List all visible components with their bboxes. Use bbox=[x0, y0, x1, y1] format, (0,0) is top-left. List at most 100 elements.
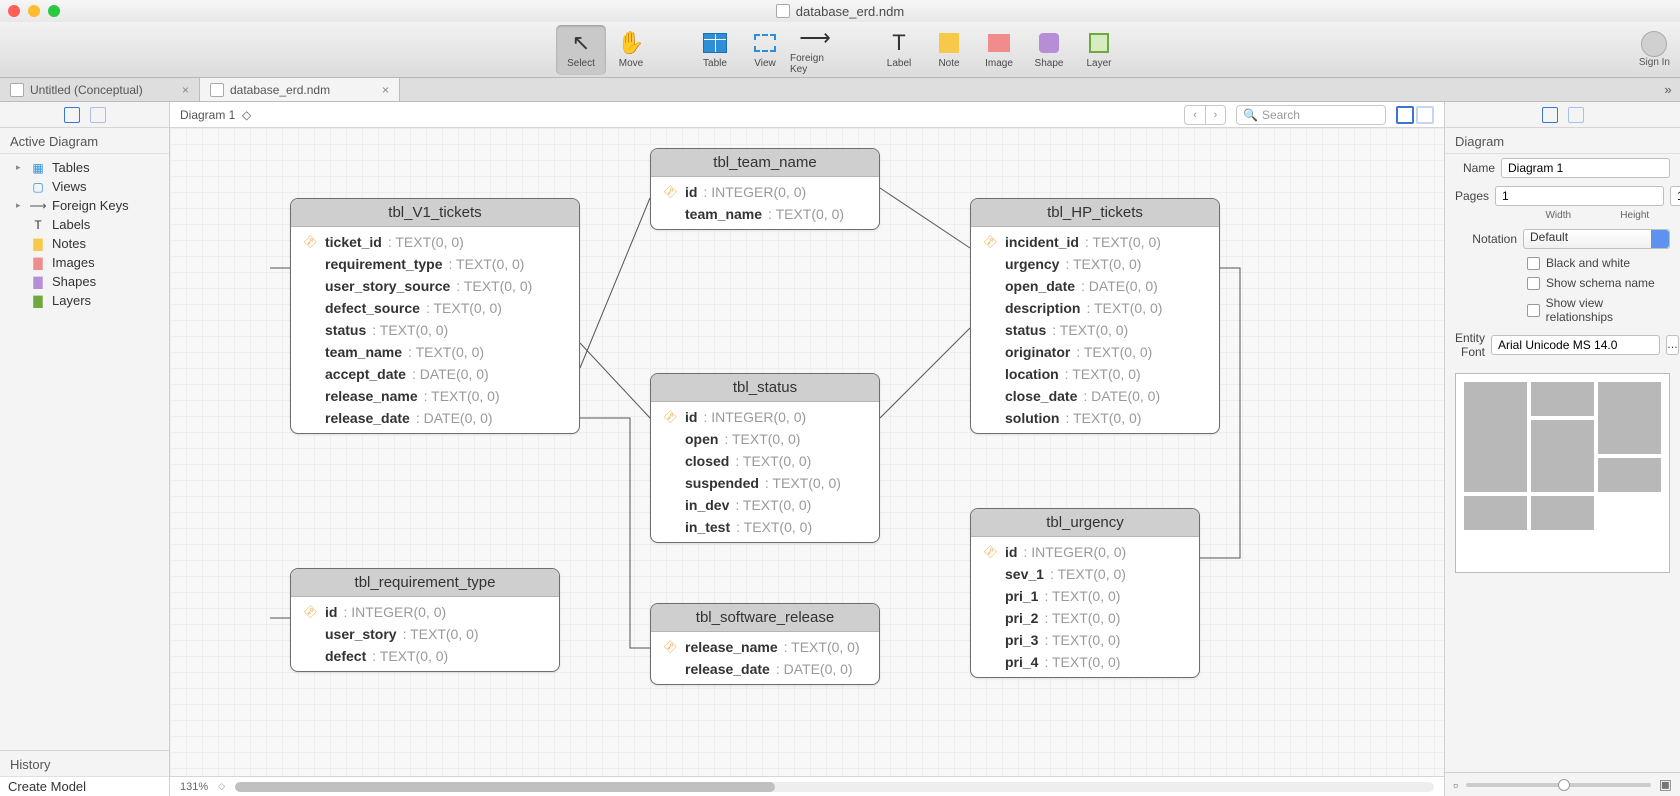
column-type: : DATE(0, 0) bbox=[776, 661, 853, 677]
entity-tbl_requirement_type[interactable]: tbl_requirement_type⚿id: INTEGER(0, 0)us… bbox=[290, 568, 560, 672]
column-row[interactable]: ⚿incident_id: TEXT(0, 0) bbox=[971, 231, 1219, 253]
column-row[interactable]: open_date: DATE(0, 0) bbox=[971, 275, 1219, 297]
right-sidebar-view-switch[interactable] bbox=[1445, 102, 1680, 128]
column-row[interactable]: location: TEXT(0, 0) bbox=[971, 363, 1219, 385]
diagram-canvas[interactable]: tbl_V1_tickets⚿ticket_id: TEXT(0, 0)requ… bbox=[170, 128, 1444, 776]
column-row[interactable]: accept_date: DATE(0, 0) bbox=[291, 363, 579, 385]
left-sidebar-view-switch[interactable] bbox=[0, 102, 169, 128]
tool-label[interactable]: TLabel bbox=[874, 25, 924, 75]
tool-note[interactable]: Note bbox=[924, 25, 974, 75]
search-input[interactable]: 🔍 Search bbox=[1236, 105, 1386, 125]
column-row[interactable]: defect: TEXT(0, 0) bbox=[291, 645, 559, 667]
tree-item-shapes[interactable]: ▇Shapes bbox=[0, 272, 169, 291]
column-row[interactable]: pri_1: TEXT(0, 0) bbox=[971, 585, 1199, 607]
tree-item-icon: ▢ bbox=[30, 180, 46, 194]
entity-tbl_software_release[interactable]: tbl_software_release⚿release_name: TEXT(… bbox=[650, 603, 880, 685]
column-row[interactable]: status: TEXT(0, 0) bbox=[291, 319, 579, 341]
entity-tbl_status[interactable]: tbl_status⚿id: INTEGER(0, 0)open: TEXT(0… bbox=[650, 373, 880, 543]
tree-item-labels[interactable]: TLabels bbox=[0, 215, 169, 234]
tree-item-layers[interactable]: ▇Layers bbox=[0, 291, 169, 310]
column-row[interactable]: defect_source: TEXT(0, 0) bbox=[291, 297, 579, 319]
column-row[interactable]: closed: TEXT(0, 0) bbox=[651, 450, 879, 472]
pages-width-input[interactable] bbox=[1495, 186, 1664, 206]
tool-move[interactable]: ✋Move bbox=[606, 25, 656, 75]
column-type: : TEXT(0, 0) bbox=[424, 388, 500, 404]
column-row[interactable]: release_date: DATE(0, 0) bbox=[291, 407, 579, 429]
tool-table[interactable]: Table bbox=[690, 25, 740, 75]
column-row[interactable]: team_name: TEXT(0, 0) bbox=[291, 341, 579, 363]
tool-fk[interactable]: ⟶Foreign Key bbox=[790, 25, 840, 75]
column-row[interactable]: open: TEXT(0, 0) bbox=[651, 428, 879, 450]
entity-tbl_urgency[interactable]: tbl_urgency⚿id: INTEGER(0, 0)sev_1: TEXT… bbox=[970, 508, 1200, 678]
column-row[interactable]: close_date: DATE(0, 0) bbox=[971, 385, 1219, 407]
tree-item-foreign-keys[interactable]: ▸⟶Foreign Keys bbox=[0, 196, 169, 215]
column-row[interactable]: ⚿id: INTEGER(0, 0) bbox=[971, 541, 1199, 563]
tabs-overflow-button[interactable]: » bbox=[1656, 78, 1680, 101]
history-item[interactable]: Create Model bbox=[0, 777, 169, 796]
panel-layout-toggle[interactable] bbox=[1396, 106, 1434, 124]
column-row[interactable]: ⚿id: INTEGER(0, 0) bbox=[651, 406, 879, 428]
column-row[interactable]: ⚿id: INTEGER(0, 0) bbox=[651, 181, 879, 203]
tool-shape[interactable]: Shape bbox=[1024, 25, 1074, 75]
column-row[interactable]: team_name: TEXT(0, 0) bbox=[651, 203, 879, 225]
minimap-zoom[interactable]: ▫ ▣ bbox=[1445, 772, 1680, 796]
forward-icon[interactable]: › bbox=[1205, 106, 1225, 124]
entity-tbl_V1_tickets[interactable]: tbl_V1_tickets⚿ticket_id: TEXT(0, 0)requ… bbox=[290, 198, 580, 434]
checkbox-show-view-relationships[interactable]: Show view relationships bbox=[1445, 293, 1680, 327]
column-row[interactable]: user_story_source: TEXT(0, 0) bbox=[291, 275, 579, 297]
minimap[interactable] bbox=[1455, 373, 1670, 573]
entity-tbl_HP_tickets[interactable]: tbl_HP_tickets⚿incident_id: TEXT(0, 0)ur… bbox=[970, 198, 1220, 434]
tree-item-notes[interactable]: ▇Notes bbox=[0, 234, 169, 253]
entity-font-input[interactable] bbox=[1491, 335, 1660, 355]
column-row[interactable]: release_name: TEXT(0, 0) bbox=[291, 385, 579, 407]
entity-tbl_team_name[interactable]: tbl_team_name⚿id: INTEGER(0, 0)team_name… bbox=[650, 148, 880, 230]
zoom-in-icon[interactable]: ▣ bbox=[1659, 776, 1672, 793]
objects-view-icon bbox=[64, 107, 80, 123]
column-row[interactable]: urgency: TEXT(0, 0) bbox=[971, 253, 1219, 275]
column-row[interactable]: in_test: TEXT(0, 0) bbox=[651, 516, 879, 538]
column-row[interactable]: pri_4: TEXT(0, 0) bbox=[971, 651, 1199, 673]
column-row[interactable]: release_date: DATE(0, 0) bbox=[651, 658, 879, 680]
back-icon[interactable]: ‹ bbox=[1185, 106, 1205, 124]
column-row[interactable]: description: TEXT(0, 0) bbox=[971, 297, 1219, 319]
tree-item-images[interactable]: ▇Images bbox=[0, 253, 169, 272]
column-row[interactable]: ⚿release_name: TEXT(0, 0) bbox=[651, 636, 879, 658]
column-row[interactable]: ⚿id: INTEGER(0, 0) bbox=[291, 601, 559, 623]
column-row[interactable]: pri_3: TEXT(0, 0) bbox=[971, 629, 1199, 651]
tool-view[interactable]: View bbox=[740, 25, 790, 75]
tool-layer[interactable]: Layer bbox=[1074, 25, 1124, 75]
column-row[interactable]: sev_1: TEXT(0, 0) bbox=[971, 563, 1199, 585]
tool-select[interactable]: ↖Select bbox=[556, 25, 606, 75]
tool-image[interactable]: Image bbox=[974, 25, 1024, 75]
h-scrollbar[interactable] bbox=[235, 782, 1434, 792]
column-type: : TEXT(0, 0) bbox=[426, 300, 502, 316]
close-tab-icon[interactable]: × bbox=[182, 83, 189, 97]
diagram-name-input[interactable] bbox=[1501, 158, 1670, 178]
document-tab[interactable]: database_erd.ndm× bbox=[200, 78, 400, 101]
column-row[interactable]: user_story: TEXT(0, 0) bbox=[291, 623, 559, 645]
document-tab[interactable]: Untitled (Conceptual)× bbox=[0, 78, 200, 101]
pages-height-input[interactable] bbox=[1670, 186, 1680, 206]
checkbox-icon bbox=[1527, 257, 1540, 270]
nav-back-forward[interactable]: ‹ › bbox=[1184, 105, 1226, 125]
tree-item-views[interactable]: ▢Views bbox=[0, 177, 169, 196]
close-tab-icon[interactable]: × bbox=[382, 83, 389, 97]
tree-item-tables[interactable]: ▸▦Tables bbox=[0, 158, 169, 177]
zoom-out-icon[interactable]: ▫ bbox=[1453, 777, 1458, 793]
column-row[interactable]: ⚿ticket_id: TEXT(0, 0) bbox=[291, 231, 579, 253]
column-row[interactable]: pri_2: TEXT(0, 0) bbox=[971, 607, 1199, 629]
column-row[interactable]: originator: TEXT(0, 0) bbox=[971, 341, 1219, 363]
notation-select[interactable]: Default bbox=[1523, 229, 1670, 249]
layout-right-icon bbox=[1416, 106, 1434, 124]
signin-button[interactable]: Sign In bbox=[1639, 31, 1670, 68]
column-row[interactable]: solution: TEXT(0, 0) bbox=[971, 407, 1219, 429]
column-row[interactable]: requirement_type: TEXT(0, 0) bbox=[291, 253, 579, 275]
checkbox-black-and-white[interactable]: Black and white bbox=[1445, 253, 1680, 273]
column-row[interactable]: suspended: TEXT(0, 0) bbox=[651, 472, 879, 494]
column-row[interactable]: in_dev: TEXT(0, 0) bbox=[651, 494, 879, 516]
font-picker-button[interactable]: … bbox=[1666, 335, 1679, 355]
diagram-selector[interactable]: Diagram 1 ◇ bbox=[180, 108, 251, 122]
column-row[interactable]: status: TEXT(0, 0) bbox=[971, 319, 1219, 341]
checkbox-show-schema-name[interactable]: Show schema name bbox=[1445, 273, 1680, 293]
column-type: : TEXT(0, 0) bbox=[1086, 300, 1162, 316]
